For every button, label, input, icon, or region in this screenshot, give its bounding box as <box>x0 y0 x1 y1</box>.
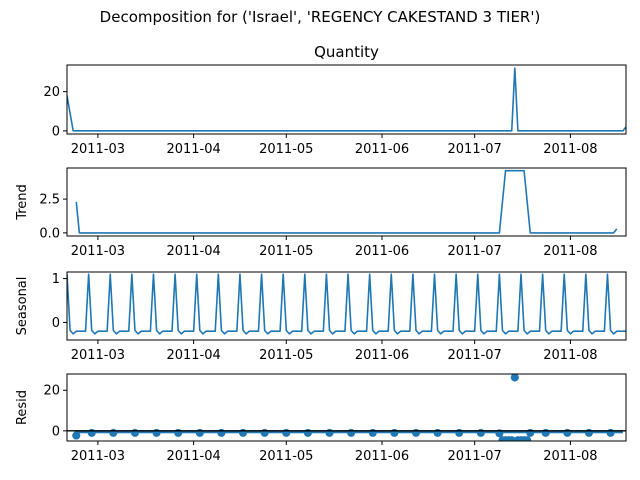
resid-point <box>563 428 572 437</box>
axes-frame <box>66 373 627 442</box>
resid-point <box>433 428 442 437</box>
figure-title: Decomposition for ('Israel', 'REGENCY CA… <box>100 8 541 26</box>
resid-point <box>282 428 291 437</box>
resid-point-outlier <box>523 436 532 441</box>
trend-series-line <box>75 169 618 234</box>
x-tick-label: 2011-03 <box>71 142 125 157</box>
resid-point-outlier <box>72 431 81 440</box>
resid-point <box>152 428 161 437</box>
resid-point <box>87 428 96 437</box>
y-tick-label: 0 <box>52 124 60 139</box>
panel-1: Quantity 0 20 2011-03 2011-04 2011-05 2011-06 2… <box>43 43 627 157</box>
x-tick-label: 2011-04 <box>166 449 220 464</box>
resid-point <box>476 428 485 437</box>
x-tick-label: 2011-03 <box>71 348 125 363</box>
resid-point <box>584 428 593 437</box>
y-tick-label: 20 <box>43 85 60 100</box>
resid-point <box>217 428 226 437</box>
axes-frame <box>66 167 627 237</box>
x-tick-label: 2011-06 <box>355 142 409 157</box>
seasonal-series-line <box>67 273 626 335</box>
x-tick-label: 2011-03 <box>71 244 125 259</box>
resid-point <box>606 428 615 437</box>
resid-point <box>174 428 183 437</box>
y-tick-label: 0 <box>52 424 60 439</box>
y-axis-label: Trend <box>15 184 30 221</box>
resid-point <box>109 428 118 437</box>
x-tick-label: 2011-05 <box>259 244 313 259</box>
x-tick-label: 2011-08 <box>543 348 597 363</box>
x-tick-label: 2011-04 <box>166 142 220 157</box>
resid-point <box>260 428 269 437</box>
x-tick-label: 2011-05 <box>259 348 313 363</box>
resid-point <box>541 428 550 437</box>
x-tick-label: 2011-08 <box>543 142 597 157</box>
x-tick-label: 2011-06 <box>355 348 409 363</box>
quantity-series-line <box>67 67 626 132</box>
axes-frame <box>66 64 627 135</box>
resid-point <box>130 428 139 437</box>
resid-point <box>347 428 356 437</box>
y-tick-label: 2.5 <box>39 193 60 208</box>
x-tick-label: 2011-05 <box>259 449 313 464</box>
x-tick-label: 2011-07 <box>448 142 502 157</box>
y-tick-label: 0.0 <box>39 226 60 241</box>
resid-point <box>368 428 377 437</box>
axes-frame <box>66 271 627 341</box>
y-tick-label: 20 <box>43 384 60 399</box>
panel-3: Seasonal 0 1 2011-03 2011-04 2011-05 2011-06 20… <box>15 271 627 363</box>
resid-point <box>526 428 535 437</box>
resid-point <box>325 428 334 437</box>
resid-point <box>411 428 420 437</box>
resid-point <box>390 428 399 437</box>
panels-group: Quantity 0 20 2011-03 2011-04 2011-05 2011-06 2… <box>15 43 627 464</box>
resid-point <box>455 428 464 437</box>
resid-point <box>239 428 248 437</box>
panel-4: Resid 0 20 2011-03 2011-04 2011-05 2011-06 2011… <box>15 373 627 464</box>
resid-point-outlier <box>510 374 519 382</box>
x-tick-label: 2011-05 <box>259 142 313 157</box>
y-tick-label: 0 <box>52 316 60 331</box>
panel-title: Quantity <box>314 43 379 61</box>
x-tick-label: 2011-04 <box>166 348 220 363</box>
x-tick-label: 2011-08 <box>543 449 597 464</box>
x-tick-label: 2011-06 <box>355 244 409 259</box>
resid-point <box>195 428 204 437</box>
x-tick-label: 2011-08 <box>543 244 597 259</box>
resid-point-outlier <box>507 436 516 441</box>
x-tick-label: 2011-07 <box>448 244 502 259</box>
x-tick-label: 2011-06 <box>355 449 409 464</box>
resid-point <box>303 428 312 437</box>
y-axis-label: Seasonal <box>15 277 30 336</box>
panel-2: Trend 0.0 2.5 2011-03 2011-04 2011-05 2011-06 2… <box>15 167 627 259</box>
y-tick-label: 1 <box>52 272 60 287</box>
x-tick-label: 2011-07 <box>448 348 502 363</box>
x-tick-label: 2011-03 <box>71 449 125 464</box>
x-tick-label: 2011-07 <box>448 449 502 464</box>
x-tick-label: 2011-04 <box>166 244 220 259</box>
y-axis-label: Resid <box>15 390 30 425</box>
